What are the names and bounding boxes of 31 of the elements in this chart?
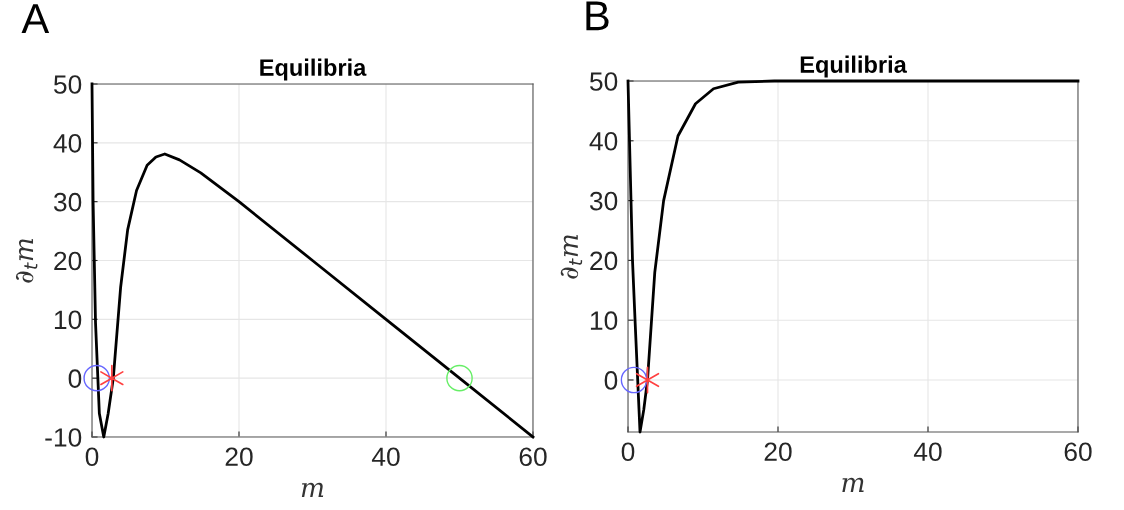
x-tick-label: 40: [913, 442, 942, 462]
y-tick-label: 50: [589, 72, 618, 91]
x-tick-label: 0: [621, 442, 635, 462]
x-tick-label: 40: [371, 447, 400, 467]
x-tick-label: 0: [85, 447, 99, 467]
text: A: [21, 4, 50, 33]
line-series: [626, 79, 1080, 434]
y-tick-label: 40: [53, 133, 82, 153]
y-tick-label: 0: [68, 369, 82, 388]
x-axis-title: m: [842, 477, 864, 492]
y-tick-label: 30: [53, 192, 82, 212]
x-axis-title: m: [301, 482, 324, 497]
x-tick-label: 60: [519, 447, 547, 467]
chart-title: Equilibria: [260, 58, 367, 81]
y-tick-label: 30: [589, 191, 618, 211]
line-series: [90, 82, 535, 439]
x-tick-label: 20: [225, 447, 253, 467]
y-tick-label: -10: [45, 428, 82, 447]
y-axis-title: ∂$_{t}$m: [560, 234, 583, 279]
y-tick-label: 40: [589, 131, 618, 151]
chart-title: Equilibria: [800, 55, 907, 78]
y-tick-label: 20: [590, 251, 618, 271]
x-tick-label: 20: [764, 442, 792, 462]
y-tick-label: 50: [53, 75, 82, 94]
x-tick-label: 60: [1064, 442, 1092, 462]
text: B: [586, 1, 609, 31]
y-tick-label: 0: [604, 371, 618, 390]
y-tick-label: 20: [54, 251, 82, 271]
y-tick-label: 10: [54, 310, 82, 330]
y-axis-title: ∂$_{t}$m: [15, 238, 38, 283]
y-tick-label: 10: [590, 311, 618, 330]
